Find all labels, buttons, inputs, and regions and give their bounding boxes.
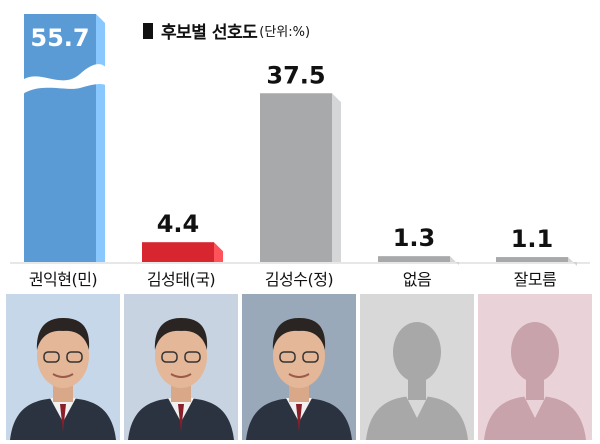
bar	[378, 256, 450, 262]
person-silhouette-icon	[484, 322, 586, 440]
silhouette-photo	[478, 294, 592, 440]
bar	[496, 257, 568, 262]
bar-side	[568, 257, 577, 267]
category-label: 없음	[402, 270, 432, 289]
bar	[24, 14, 96, 262]
chart-title: 후보별 선호도	[161, 23, 258, 43]
candidate-photo	[242, 294, 356, 440]
silhouette-photo	[360, 294, 474, 440]
data-label: 55.7	[30, 24, 89, 52]
data-label: 1.3	[393, 224, 436, 252]
bar-side	[96, 14, 105, 262]
bar-side	[450, 256, 459, 266]
bar	[260, 93, 332, 262]
person-silhouette-icon	[366, 322, 468, 440]
portrait-icon	[128, 318, 234, 440]
portrait-icon	[246, 318, 352, 440]
data-label: 37.5	[266, 61, 325, 89]
category-label: 김성태(국)	[146, 270, 216, 289]
bar-side	[332, 93, 341, 262]
category-label: 김성수(정)	[264, 270, 334, 289]
axis-break-icon	[18, 64, 111, 98]
bar-side	[214, 242, 223, 262]
category-label: 권익현(민)	[28, 270, 98, 289]
unit-label: (단위:%)	[259, 25, 311, 40]
candidate-photo	[6, 294, 120, 440]
portrait-icon	[10, 318, 116, 440]
category-label: 잘모름	[513, 270, 557, 289]
data-label: 1.1	[511, 225, 554, 253]
candidate-photo	[124, 294, 238, 440]
bar	[142, 242, 214, 262]
chart-legend: 후보별 선호도 (단위:%)	[143, 18, 310, 43]
data-label: 4.4	[157, 210, 200, 238]
legend-marker-icon	[143, 22, 153, 39]
